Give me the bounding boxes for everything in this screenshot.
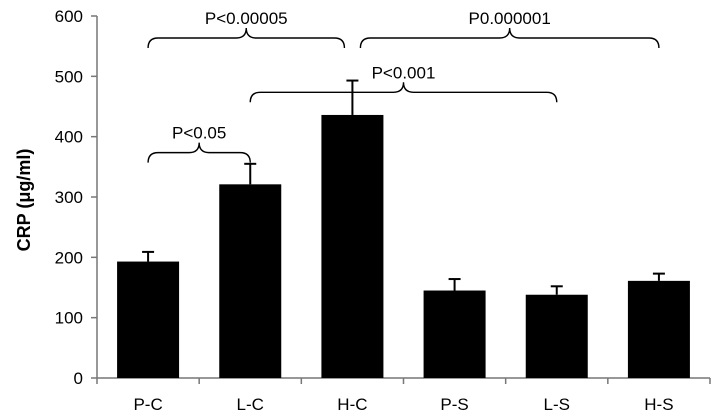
significance-brace bbox=[147, 142, 251, 163]
y-tick-label: 400 bbox=[55, 128, 83, 147]
significance-brace bbox=[359, 27, 660, 49]
bar-l-c bbox=[219, 184, 282, 378]
y-tick-label: 100 bbox=[55, 309, 83, 328]
bar-l-s bbox=[525, 294, 588, 378]
y-tick-label: 300 bbox=[55, 188, 83, 207]
bar-h-c bbox=[321, 114, 384, 379]
y-tick-label: 0 bbox=[74, 369, 83, 388]
x-tick-label: P-S bbox=[440, 395, 468, 414]
x-tick-label: P-C bbox=[133, 395, 162, 414]
y-tick-label: 600 bbox=[55, 7, 83, 26]
y-tick-label: 500 bbox=[55, 67, 83, 86]
significance-label: P<0.05 bbox=[172, 124, 226, 143]
significance-label: P<0.001 bbox=[372, 63, 436, 82]
y-axis-ticks: 0 100 200 300 400 500 600 bbox=[55, 7, 97, 388]
bar-p-c bbox=[117, 261, 180, 378]
bar-h-s bbox=[627, 280, 690, 378]
x-tick-label: L-S bbox=[544, 395, 570, 414]
bar-p-s bbox=[423, 290, 486, 378]
significance-label: P<0.00005 bbox=[205, 9, 288, 28]
y-axis-label: CRP (μg/ml) bbox=[14, 149, 34, 252]
significance-brace bbox=[147, 27, 346, 49]
x-tick-label: H-S bbox=[644, 395, 673, 414]
x-axis-labels: P-C L-C H-C P-S L-S H-S bbox=[133, 395, 673, 414]
x-tick-label: H-C bbox=[337, 395, 367, 414]
significance-annotations: P<0.00005 P0.000001 P<0.001 P<0.05 bbox=[147, 9, 660, 163]
x-tick-label: L-C bbox=[237, 395, 264, 414]
significance-label: P0.000001 bbox=[469, 9, 551, 28]
y-tick-label: 200 bbox=[55, 248, 83, 267]
significance-brace bbox=[249, 82, 558, 103]
bars bbox=[117, 79, 690, 379]
